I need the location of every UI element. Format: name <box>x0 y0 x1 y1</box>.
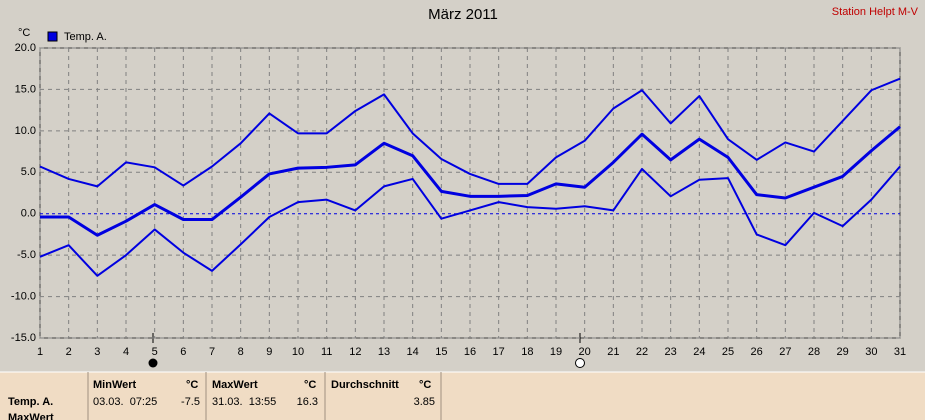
x-tick-label: 22 <box>636 346 648 358</box>
stats-panel <box>0 372 925 420</box>
x-tick-label: 19 <box>550 346 562 358</box>
x-tick-label: 1 <box>37 346 43 358</box>
cell: 3.85 <box>414 396 435 408</box>
chart-title: März 2011 <box>428 6 498 23</box>
cell: 31.03. 13:55 <box>212 396 276 408</box>
row-label: MaxWert <box>8 412 54 420</box>
x-tick-label: 2 <box>66 346 72 358</box>
x-tick-label: 28 <box>808 346 820 358</box>
x-tick-label: 3 <box>94 346 100 358</box>
new-moon-icon <box>575 358 585 368</box>
x-tick-label: 20 <box>579 346 591 358</box>
x-tick-label: 23 <box>665 346 677 358</box>
y-tick-label: 5.0 <box>21 166 36 178</box>
station-label: Station Helpt M-V <box>832 6 919 18</box>
y-tick-label: -5.0 <box>17 249 36 261</box>
line-min <box>39 165 901 277</box>
x-tick-label: 8 <box>238 346 244 358</box>
x-tick-label: 29 <box>837 346 849 358</box>
y-tick-label: 0.0 <box>21 208 36 220</box>
x-tick-label: 12 <box>349 346 361 358</box>
line-max <box>39 77 901 188</box>
y-tick-label: 10.0 <box>15 125 36 137</box>
cell: 03.03. 07:25 <box>93 396 157 408</box>
table-header: °C <box>419 379 431 391</box>
table-header: MaxWert <box>212 379 258 391</box>
x-tick-label: 5 <box>152 346 158 358</box>
x-tick-label: 15 <box>435 346 447 358</box>
x-tick-label: 11 <box>321 346 332 358</box>
cell: 16.3 <box>297 396 318 408</box>
y-tick-label: 15.0 <box>15 83 36 95</box>
x-tick-label: 30 <box>865 346 877 358</box>
y-tick-label: -15.0 <box>11 332 36 344</box>
x-tick-label: 10 <box>292 346 304 358</box>
x-tick-label: 25 <box>722 346 734 358</box>
x-tick-label: 9 <box>266 346 272 358</box>
x-tick-label: 6 <box>180 346 186 358</box>
x-tick-label: 4 <box>123 346 129 358</box>
table-header: °C <box>186 379 198 391</box>
x-tick-label: 18 <box>521 346 533 358</box>
x-tick-label: 24 <box>693 346 705 358</box>
table-header: Durchschnitt <box>331 379 399 391</box>
y-unit: °C <box>18 27 30 39</box>
x-tick-label: 16 <box>464 346 476 358</box>
x-tick-label: 17 <box>493 346 505 358</box>
x-tick-label: 7 <box>209 346 215 358</box>
x-tick-label: 13 <box>378 346 390 358</box>
table-header: °C <box>304 379 316 391</box>
legend-swatch <box>47 31 58 42</box>
legend-label: Temp. A. <box>64 31 107 43</box>
cell: -7.5 <box>181 396 200 408</box>
x-tick-label: 31 <box>894 346 906 358</box>
table-header: MinWert <box>93 379 137 391</box>
y-tick-label: -10.0 <box>11 290 36 302</box>
line-values <box>40 125 901 237</box>
x-tick-label: 27 <box>779 346 791 358</box>
full-moon-icon <box>148 358 158 368</box>
x-tick-label: 14 <box>407 346 419 358</box>
x-tick-label: 21 <box>607 346 619 358</box>
y-tick-label: 20.0 <box>15 42 36 54</box>
x-tick-label: 26 <box>751 346 763 358</box>
row-label: Temp. A. <box>8 396 53 408</box>
